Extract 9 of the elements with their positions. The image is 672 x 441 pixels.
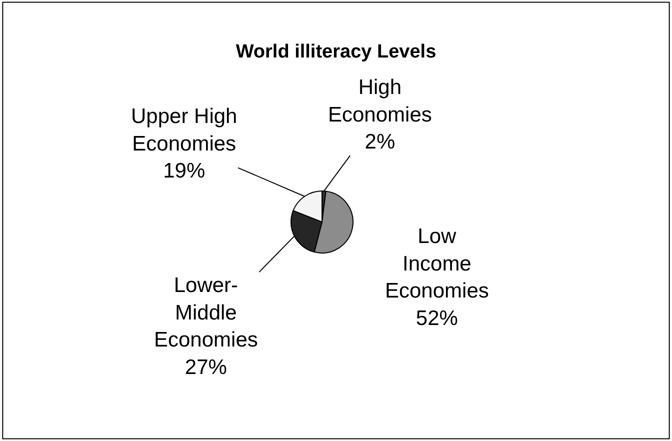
data-label: 2% — [364, 130, 396, 154]
data-label: 52% — [416, 306, 458, 330]
data-label: 27% — [184, 356, 227, 379]
slice-label: Low Income Economies — [385, 225, 489, 303]
data-label: 19% — [163, 160, 206, 183]
chart-title: World illiteracy Levels — [236, 41, 436, 62]
slice-label: Upper High Economies — [131, 105, 238, 156]
slice-label: High Economies — [328, 76, 432, 126]
slice-label: Lower- Middle Economies — [154, 274, 258, 352]
